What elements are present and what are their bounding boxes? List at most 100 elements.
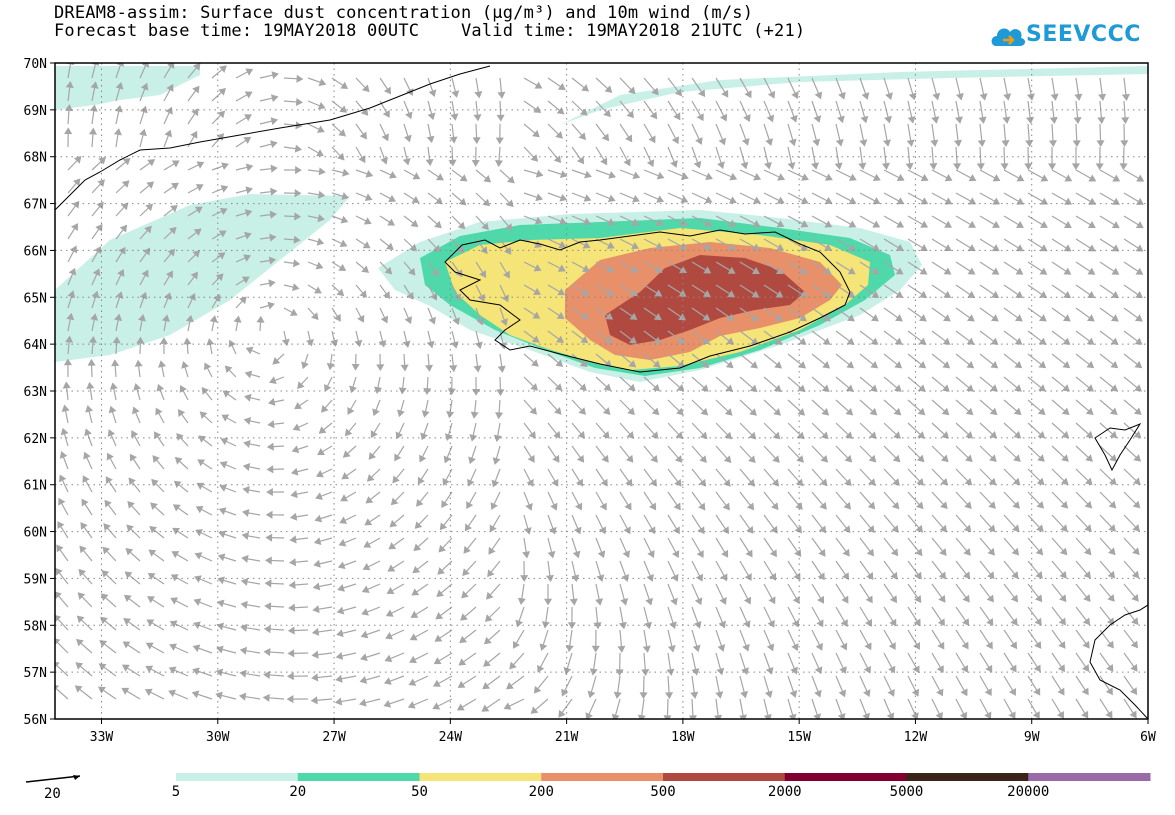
wind-arrow-head [1085,430,1094,439]
wind-arrow-head [269,210,277,219]
wind-arrow-head [117,268,125,277]
wind-arrow-head [773,384,782,393]
latitude-label: 60N [24,526,47,541]
latitude-label: 66N [24,244,47,259]
wind-arrow-head [1009,641,1018,650]
wind-arrow-head [114,313,123,322]
wind-arrow-head [698,502,706,511]
wind-arrow-head [134,359,143,367]
wind-arrow-head [1061,430,1070,439]
wind-arrow-head [674,455,683,463]
wind-arrow-head [133,383,142,391]
wind-arrow-head [56,544,64,553]
wind-arrow-head [1105,687,1113,696]
wind-arrow-head [838,91,846,100]
wind-arrow-head [1135,221,1144,229]
wind-arrow-head [672,550,680,559]
wind-arrow-head [917,384,926,392]
wind-arrow-head [868,478,876,486]
wind-arrow-head [1130,640,1139,649]
latitude-label: 64N [24,338,47,353]
wind-arrow-head [411,588,420,596]
wind-arrow-head [1081,687,1089,696]
wind-arrow-head [378,340,387,348]
wind-arrow-head [1039,220,1048,228]
wind-arrow-head [1063,290,1072,299]
wind-arrow-head [848,243,856,251]
wind-arrow-head [553,430,561,439]
wind-arrow-head [170,204,178,213]
wind-arrow-head [721,89,729,98]
wind-arrow-head [293,235,301,244]
wind-arrow-head [395,431,403,440]
wind-arrow-head [1038,384,1046,392]
wind-arrow-head [140,82,149,91]
wind-arrow-head [383,699,392,708]
wind-arrow-head [653,336,662,344]
wind-arrow-head [534,216,543,225]
wind-arrow-head [750,361,758,369]
wind-arrow-head [845,431,853,440]
wind-arrow-head [622,550,630,559]
wind-arrow-head [691,668,700,676]
wind-arrow-head [920,220,929,228]
wind-arrow-head [81,498,89,507]
wind-arrow-head [647,550,655,559]
wind-arrow-head [601,133,610,142]
wind-arrow-head [667,645,676,653]
wind-arrow-head [267,301,275,310]
wind-arrow-head [767,90,776,99]
wind-arrow-head [1011,547,1020,556]
wind-arrow-head [92,268,101,277]
wind-arrow-head [579,359,588,368]
wind-arrow-head [85,405,94,413]
wind-arrow-head [818,548,826,557]
wind-arrow-head [244,231,252,240]
wind-arrow-head [61,404,70,412]
wind-arrow-head [362,241,371,249]
wind-arrow-head [741,667,749,676]
latitude-label: 70N [24,57,47,72]
wind-arrow-head [838,689,847,698]
wind-arrow-head [1038,360,1047,369]
wind-arrow-head [798,337,807,345]
wind-arrow-head [1039,290,1048,299]
wind-arrow-head [244,370,253,379]
wind-arrow-head [438,544,447,553]
wind-arrow-head [654,289,663,297]
wind-arrow-head [889,618,897,627]
wind-arrow-head [338,538,347,547]
wind-arrow-head [526,478,534,487]
wind-arrow-head [990,337,999,345]
wind-arrow-head [1036,524,1044,533]
wind-arrow-head [217,252,226,260]
wind-arrow-head [1016,220,1024,228]
wind-arrow-head [339,105,348,113]
wind-arrow-head [1034,641,1042,649]
wind-arrow-head [76,638,84,647]
wind-arrow-head [886,712,895,719]
wind-arrow-head [717,161,725,170]
wind-arrow-head [359,290,367,298]
wind-arrow-head [313,286,322,294]
wind-arrow-head [985,641,993,650]
wind-arrow-head [1129,710,1137,719]
wind-arrow-head [193,598,202,606]
wind-arrow-head [824,173,833,181]
wind-arrow-head [797,384,806,393]
wind-arrow-head [173,480,182,489]
wind-arrow-head [522,551,531,559]
wind-arrow-head [938,594,946,603]
wind-arrow-head [115,291,124,299]
wind-arrow-head [190,271,198,280]
wind-arrow-head [72,200,80,209]
wind-arrow-head [558,240,567,249]
wind-arrow-head [245,346,254,355]
wind-arrow-head [410,219,419,228]
wind-arrow-head [979,93,988,101]
wind-arrow-head [1060,477,1069,486]
wind-arrow-head [814,91,823,100]
wind-arrow-head [165,106,173,115]
wind-arrow-head [91,290,100,299]
wind-arrow-head [700,407,709,416]
